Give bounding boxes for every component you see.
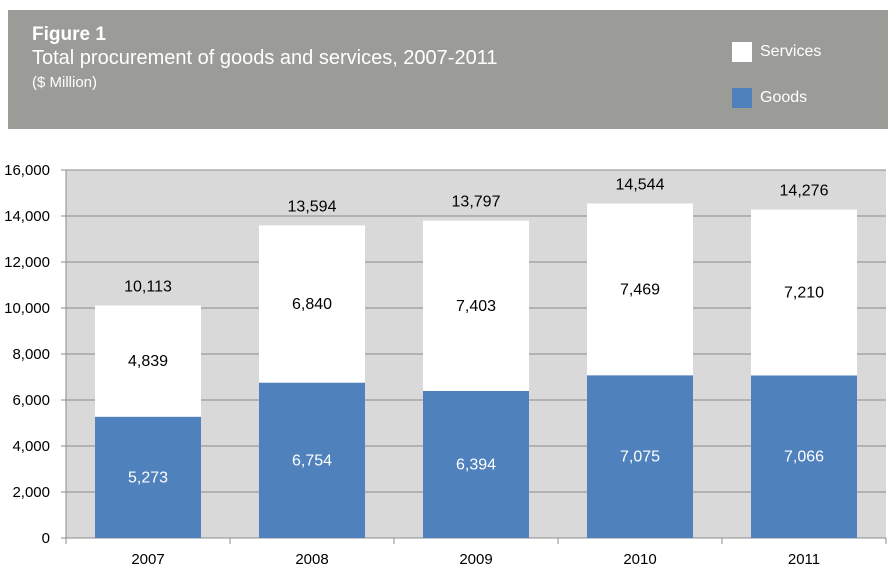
chart-title: Total procurement of goods and services,… [32,47,498,69]
y-tick-label: 16,000 [4,162,50,179]
legend-label-goods: Goods [760,89,808,106]
y-tick-label: 12,000 [4,254,50,271]
x-tick-label: 2010 [623,551,656,568]
data-label-goods: 7,066 [784,449,824,466]
data-label-goods: 6,754 [292,452,332,469]
y-tick-label: 6,000 [12,392,50,409]
bar-services [751,209,857,376]
bar-goods [423,390,529,538]
y-tick-label: 10,000 [4,300,50,317]
bar-services [423,220,529,391]
y-tick-label: 4,000 [12,438,50,455]
y-tick-label: 14,000 [4,208,50,225]
data-label-goods: 6,394 [456,456,496,473]
data-label-total: 10,113 [124,278,172,295]
y-tick-label: 8,000 [12,346,50,363]
y-tick-label: 0 [42,530,50,547]
data-label-goods: 7,075 [620,449,660,466]
data-label-services: 6,840 [292,296,332,313]
legend-label-services: Services [760,43,822,60]
figure-label: Figure 1 [32,24,106,45]
bar-services [587,203,693,376]
x-tick-label: 2007 [131,551,164,568]
bar-services [259,225,365,383]
data-label-total: 14,276 [780,183,829,200]
bar-goods [259,382,365,538]
x-tick-label: 2011 [788,551,820,568]
legend-swatch-goods [732,88,752,108]
x-tick-label: 2009 [459,551,492,568]
data-label-services: 7,469 [620,281,660,298]
data-label-services: 7,403 [456,298,496,315]
data-label-services: 7,210 [784,285,824,302]
bar-services [95,305,201,417]
data-label-goods: 5,273 [128,469,168,486]
bar-goods [751,375,857,538]
data-label-total: 13,797 [452,194,501,211]
stacked-bar-chart: 0 2,000 4,000 6,000 8,000 10,000 12,000 14,000 1… [4,162,887,568]
x-tick-label: 2008 [295,551,328,568]
data-label-services: 4,839 [128,353,168,370]
chart-subtitle: ($ Million) [32,74,98,91]
legend-swatch-services [732,42,752,62]
bar-goods [95,416,201,538]
chart-header [8,10,888,129]
data-label-total: 14,544 [616,176,665,193]
bar-goods [587,375,693,538]
data-label-total: 13,594 [288,198,337,215]
y-tick-label: 2,000 [12,484,50,501]
